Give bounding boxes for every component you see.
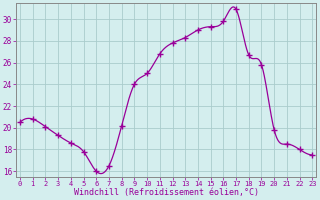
X-axis label: Windchill (Refroidissement éolien,°C): Windchill (Refroidissement éolien,°C)	[74, 188, 259, 197]
